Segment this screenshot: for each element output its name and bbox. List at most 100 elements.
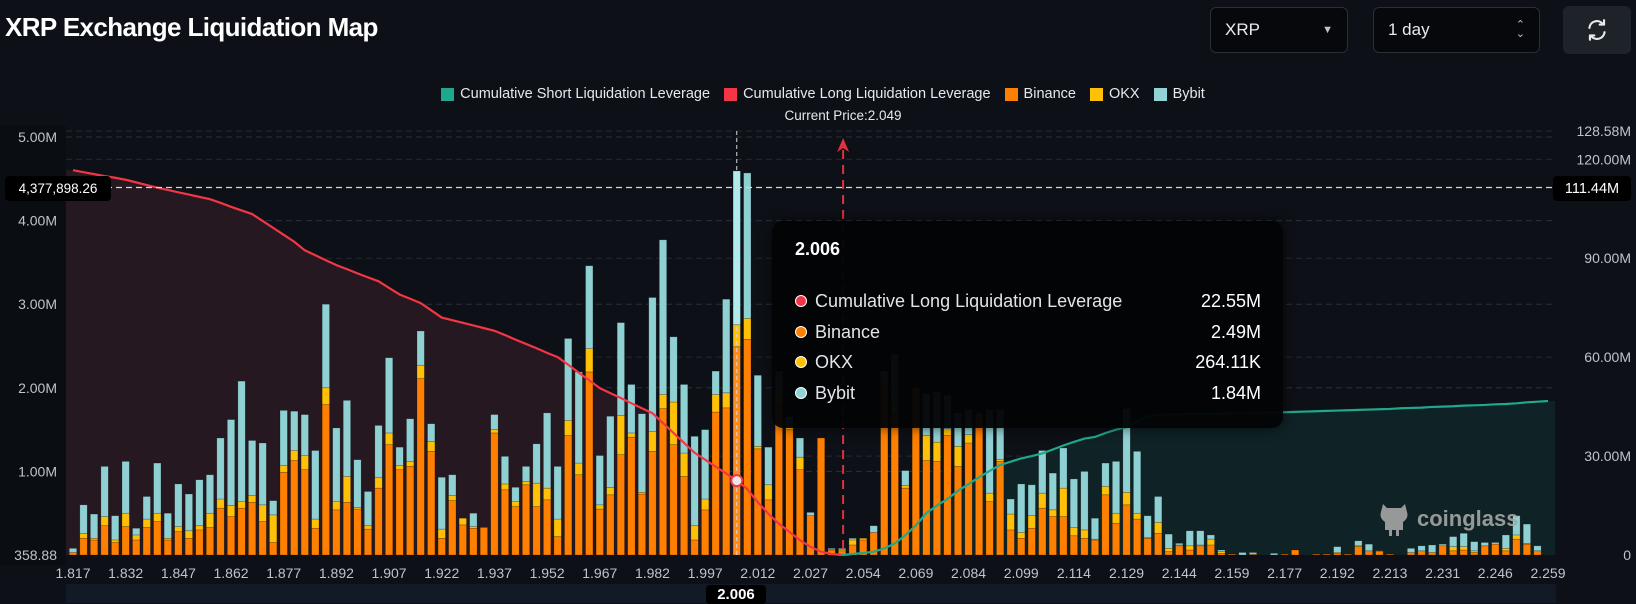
bar-stack <box>385 357 394 556</box>
bar-binance <box>1280 553 1289 556</box>
bar-binance <box>1512 538 1521 556</box>
bar-bybit <box>111 515 120 541</box>
bar-okx <box>1164 548 1173 552</box>
legend-swatch <box>1004 87 1018 101</box>
bar-stack <box>311 450 320 556</box>
bar-bybit <box>806 512 815 517</box>
bar-okx <box>1185 545 1194 551</box>
coin-select[interactable]: XRP ▼ <box>1210 7 1348 53</box>
bar-stack <box>342 400 351 556</box>
bar-binance <box>1449 550 1458 556</box>
bar-binance <box>1017 537 1026 556</box>
legend-item-bybit[interactable]: Bybit <box>1153 84 1205 104</box>
bar-okx <box>1006 513 1015 531</box>
right-axis-tick-label: 0 <box>1623 547 1631 563</box>
bar-stack <box>1006 498 1015 556</box>
bar-binance <box>1175 545 1184 556</box>
bar-binance <box>153 521 162 556</box>
bar-binance <box>595 508 604 556</box>
bar-stack <box>174 483 183 556</box>
bar-stack <box>753 374 762 556</box>
bar-binance <box>669 444 678 556</box>
bar-stack <box>616 322 625 556</box>
bar-binance <box>69 552 78 556</box>
bar-okx <box>574 462 583 476</box>
bar-bybit <box>121 461 130 514</box>
bar-okx <box>216 498 225 509</box>
bar-bybit <box>1428 544 1437 553</box>
bar-stack <box>490 414 499 556</box>
bar-stack <box>1080 471 1089 556</box>
bar-stack <box>184 493 193 556</box>
bar-okx <box>342 476 351 503</box>
bar-bybit <box>353 459 362 508</box>
legend-item-okx[interactable]: OKX <box>1089 84 1140 104</box>
bar-binance <box>1059 516 1068 556</box>
bar-okx <box>848 539 857 546</box>
bar-binance <box>100 525 109 556</box>
bar-binance <box>743 339 752 556</box>
bar-stack <box>353 459 362 556</box>
bar-bybit <box>1249 552 1258 555</box>
bar-binance <box>522 484 531 556</box>
bar-binance <box>1080 537 1089 556</box>
bar-stack <box>1143 515 1152 556</box>
coinglass-mascot-icon <box>1380 504 1408 536</box>
bar-okx <box>1059 487 1068 517</box>
chart-zoom-scrollbar[interactable] <box>66 584 1556 603</box>
bar-stack <box>595 455 604 556</box>
bar-bybit <box>100 466 109 517</box>
bar-stack <box>332 427 341 556</box>
bar-okx <box>606 486 615 496</box>
x-axis-tick-label: 2.114 <box>1057 565 1091 581</box>
legend-item-short[interactable]: Cumulative Short Liquidation Leverage <box>441 84 710 104</box>
up-down-chevron-icon: ⌃ ⌄ <box>1515 19 1525 40</box>
bar-stack <box>69 548 78 556</box>
bar-stack <box>153 462 162 556</box>
bar-okx <box>595 504 604 510</box>
legend-item-binance[interactable]: Binance <box>1004 84 1076 104</box>
refresh-button[interactable] <box>1563 6 1631 54</box>
bar-bybit <box>248 440 257 496</box>
bar-bybit <box>216 437 225 500</box>
legend-label: Cumulative Short Liquidation Leverage <box>460 86 711 102</box>
bar-bybit <box>743 172 752 319</box>
range-select[interactable]: 1 day ⌃ ⌄ <box>1373 7 1540 53</box>
bar-okx <box>1449 546 1458 552</box>
bar-bybit <box>132 527 141 536</box>
bar-okx <box>690 525 699 541</box>
bar-okx <box>616 415 625 455</box>
bar-stack <box>479 527 488 556</box>
legend-label: OKX <box>1108 86 1140 102</box>
bar-stack <box>1533 545 1542 556</box>
dot-icon <box>795 356 807 368</box>
bar-okx <box>743 318 752 340</box>
x-axis-tick-label: 1.922 <box>424 565 459 581</box>
bar-bybit <box>1364 543 1373 552</box>
bar-okx <box>227 505 236 517</box>
bar-okx <box>722 392 731 409</box>
bar-binance <box>1185 549 1194 556</box>
bar-binance <box>953 466 962 556</box>
bar-okx <box>363 525 372 530</box>
crosshair-x-label: 2.006 <box>706 585 766 604</box>
bar-okx <box>269 514 278 543</box>
bar-bybit <box>764 446 773 486</box>
bar-stack <box>511 486 520 556</box>
bar-okx <box>174 526 183 532</box>
bar-okx <box>300 455 309 471</box>
bar-bybit <box>564 338 573 421</box>
legend-item-long[interactable]: Cumulative Long Liquidation Leverage <box>724 84 991 104</box>
bar-bybit <box>585 265 594 349</box>
current-price-arrow-icon <box>837 138 850 152</box>
bar-bybit <box>1017 483 1026 533</box>
legend-swatch <box>1089 87 1103 101</box>
bar-binance <box>1417 550 1426 556</box>
bar-binance <box>637 493 646 556</box>
legend-swatch <box>441 87 455 101</box>
bar-okx <box>680 452 689 477</box>
bar-binance <box>142 527 151 556</box>
bar-bybit <box>195 479 204 527</box>
x-axis-tick-label: 2.246 <box>1478 565 1513 581</box>
